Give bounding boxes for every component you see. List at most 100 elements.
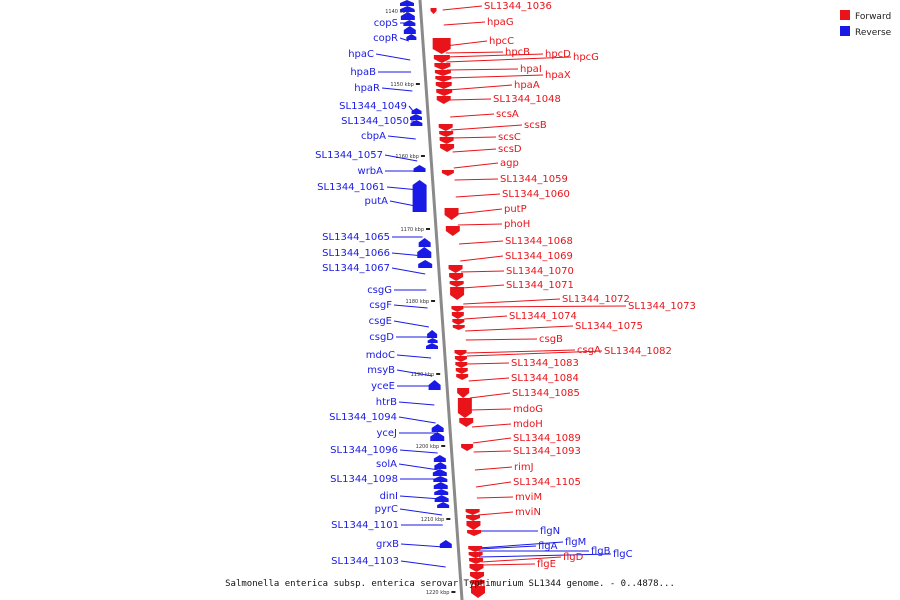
forward-gene-label[interactable]: hpaI: [520, 64, 542, 75]
forward-gene-label[interactable]: csgA: [577, 345, 601, 356]
forward-gene-shape[interactable]: [444, 208, 459, 220]
forward-gene-shape[interactable]: [451, 306, 464, 312]
forward-gene-label[interactable]: hpcD: [545, 49, 571, 60]
forward-gene-shape[interactable]: [469, 558, 484, 564]
forward-gene-label[interactable]: hpcG: [573, 52, 599, 63]
forward-gene-shape[interactable]: [456, 374, 469, 380]
reverse-gene-label[interactable]: yceJ: [376, 428, 397, 439]
forward-gene-label[interactable]: hpaA: [514, 80, 540, 91]
forward-gene-label[interactable]: SL1344_1093: [513, 446, 581, 457]
reverse-gene-shape[interactable]: [437, 502, 450, 508]
forward-gene-label[interactable]: SL1344_1105: [513, 477, 581, 488]
forward-gene-label[interactable]: SL1344_1060: [502, 189, 570, 200]
reverse-gene-label[interactable]: copR: [373, 33, 398, 44]
forward-gene-shape[interactable]: [448, 265, 463, 273]
reverse-gene-shape[interactable]: [400, 6, 415, 12]
forward-gene-label[interactable]: agp: [500, 158, 519, 169]
forward-gene-label[interactable]: flgD: [563, 552, 584, 563]
forward-gene-shape[interactable]: [452, 325, 465, 330]
forward-gene-label[interactable]: hpcB: [505, 47, 530, 58]
reverse-gene-shape[interactable]: [409, 114, 422, 120]
reverse-gene-shape[interactable]: [432, 469, 447, 476]
reverse-gene-shape[interactable]: [400, 12, 415, 20]
reverse-gene-label[interactable]: yceE: [371, 381, 395, 392]
reverse-gene-shape[interactable]: [413, 165, 426, 172]
reverse-gene-shape[interactable]: [427, 338, 438, 343]
forward-gene-shape[interactable]: [434, 63, 451, 70]
forward-gene-shape[interactable]: [435, 82, 452, 89]
forward-gene-shape[interactable]: [450, 287, 465, 300]
forward-gene-label[interactable]: SL1344_1085: [512, 388, 580, 399]
forward-gene-shape[interactable]: [454, 356, 467, 362]
forward-gene-label[interactable]: hpaX: [545, 70, 571, 81]
reverse-gene-label[interactable]: hpaR: [354, 83, 380, 94]
reverse-gene-shape[interactable]: [406, 34, 417, 40]
reverse-gene-label[interactable]: SL1344_1101: [331, 520, 399, 531]
reverse-gene-label[interactable]: pyrC: [375, 504, 398, 515]
reverse-gene-label[interactable]: flgB: [591, 546, 611, 557]
forward-gene-label[interactable]: SL1344_1070: [506, 266, 574, 277]
forward-gene-label[interactable]: hpcC: [489, 36, 514, 47]
forward-gene-label[interactable]: scsD: [498, 144, 522, 155]
forward-gene-shape[interactable]: [455, 362, 468, 368]
forward-gene-shape[interactable]: [459, 418, 474, 427]
reverse-gene-shape[interactable]: [434, 495, 449, 502]
forward-gene-shape[interactable]: [470, 580, 485, 586]
forward-gene-label[interactable]: scsB: [524, 120, 547, 131]
reverse-gene-label[interactable]: hpaC: [348, 49, 374, 60]
reverse-gene-label[interactable]: solA: [376, 459, 397, 470]
reverse-gene-shape[interactable]: [418, 260, 433, 268]
reverse-gene-shape[interactable]: [412, 180, 427, 212]
forward-gene-label[interactable]: SL1344_1072: [562, 294, 630, 305]
forward-gene-label[interactable]: SL1344_1075: [575, 321, 643, 332]
reverse-gene-label[interactable]: wrbA: [358, 166, 384, 177]
forward-gene-label[interactable]: csgB: [539, 334, 563, 345]
reverse-gene-label[interactable]: putA: [365, 196, 389, 207]
reverse-gene-label[interactable]: SL1344_1065: [322, 232, 390, 243]
forward-gene-shape[interactable]: [434, 70, 451, 76]
reverse-gene-shape[interactable]: [430, 432, 445, 441]
reverse-gene-label[interactable]: SL1344_1094: [329, 412, 397, 423]
forward-gene-shape[interactable]: [441, 170, 454, 176]
forward-gene-shape[interactable]: [467, 530, 482, 536]
reverse-gene-shape[interactable]: [403, 20, 416, 26]
forward-gene-shape[interactable]: [468, 546, 483, 552]
forward-gene-shape[interactable]: [433, 55, 450, 63]
forward-gene-label[interactable]: rimJ: [514, 462, 534, 473]
reverse-gene-shape[interactable]: [431, 424, 444, 432]
reverse-gene-shape[interactable]: [428, 380, 441, 390]
forward-gene-shape[interactable]: [439, 131, 454, 137]
reverse-gene-shape[interactable]: [411, 108, 422, 114]
forward-gene-label[interactable]: mdoH: [513, 419, 543, 430]
reverse-gene-shape[interactable]: [434, 489, 449, 495]
reverse-gene-shape[interactable]: [426, 343, 439, 349]
reverse-gene-label[interactable]: flgN: [540, 526, 560, 537]
reverse-gene-label[interactable]: dinI: [380, 491, 398, 502]
reverse-gene-shape[interactable]: [433, 482, 448, 489]
forward-gene-shape[interactable]: [466, 521, 481, 530]
reverse-gene-label[interactable]: flgC: [613, 549, 633, 560]
reverse-gene-label[interactable]: hpaB: [350, 67, 376, 78]
reverse-gene-label[interactable]: grxB: [376, 539, 399, 550]
reverse-gene-label[interactable]: csgG: [367, 285, 392, 296]
forward-gene-label[interactable]: SL1344_1083: [511, 358, 579, 369]
reverse-gene-shape[interactable]: [403, 26, 416, 34]
forward-gene-shape[interactable]: [445, 226, 460, 236]
forward-gene-shape[interactable]: [461, 444, 474, 451]
forward-gene-shape[interactable]: [465, 509, 480, 515]
forward-gene-label[interactable]: hpaG: [487, 17, 514, 28]
reverse-gene-label[interactable]: SL1344_1066: [322, 248, 390, 259]
forward-gene-label[interactable]: flgE: [537, 559, 556, 570]
forward-gene-label[interactable]: SL1344_1036: [484, 1, 552, 12]
forward-gene-shape[interactable]: [435, 76, 452, 82]
reverse-gene-label[interactable]: SL1344_1098: [330, 474, 398, 485]
forward-gene-label[interactable]: SL1344_1074: [509, 311, 577, 322]
reverse-gene-label[interactable]: flgA: [538, 541, 558, 552]
forward-gene-label[interactable]: SL1344_1073: [628, 301, 696, 312]
forward-gene-shape[interactable]: [455, 368, 468, 374]
reverse-gene-label[interactable]: SL1344_1061: [317, 182, 385, 193]
reverse-gene-shape[interactable]: [433, 476, 448, 482]
forward-gene-shape[interactable]: [436, 89, 453, 96]
reverse-gene-shape[interactable]: [427, 330, 438, 338]
forward-gene-label[interactable]: SL1344_1048: [493, 94, 561, 105]
